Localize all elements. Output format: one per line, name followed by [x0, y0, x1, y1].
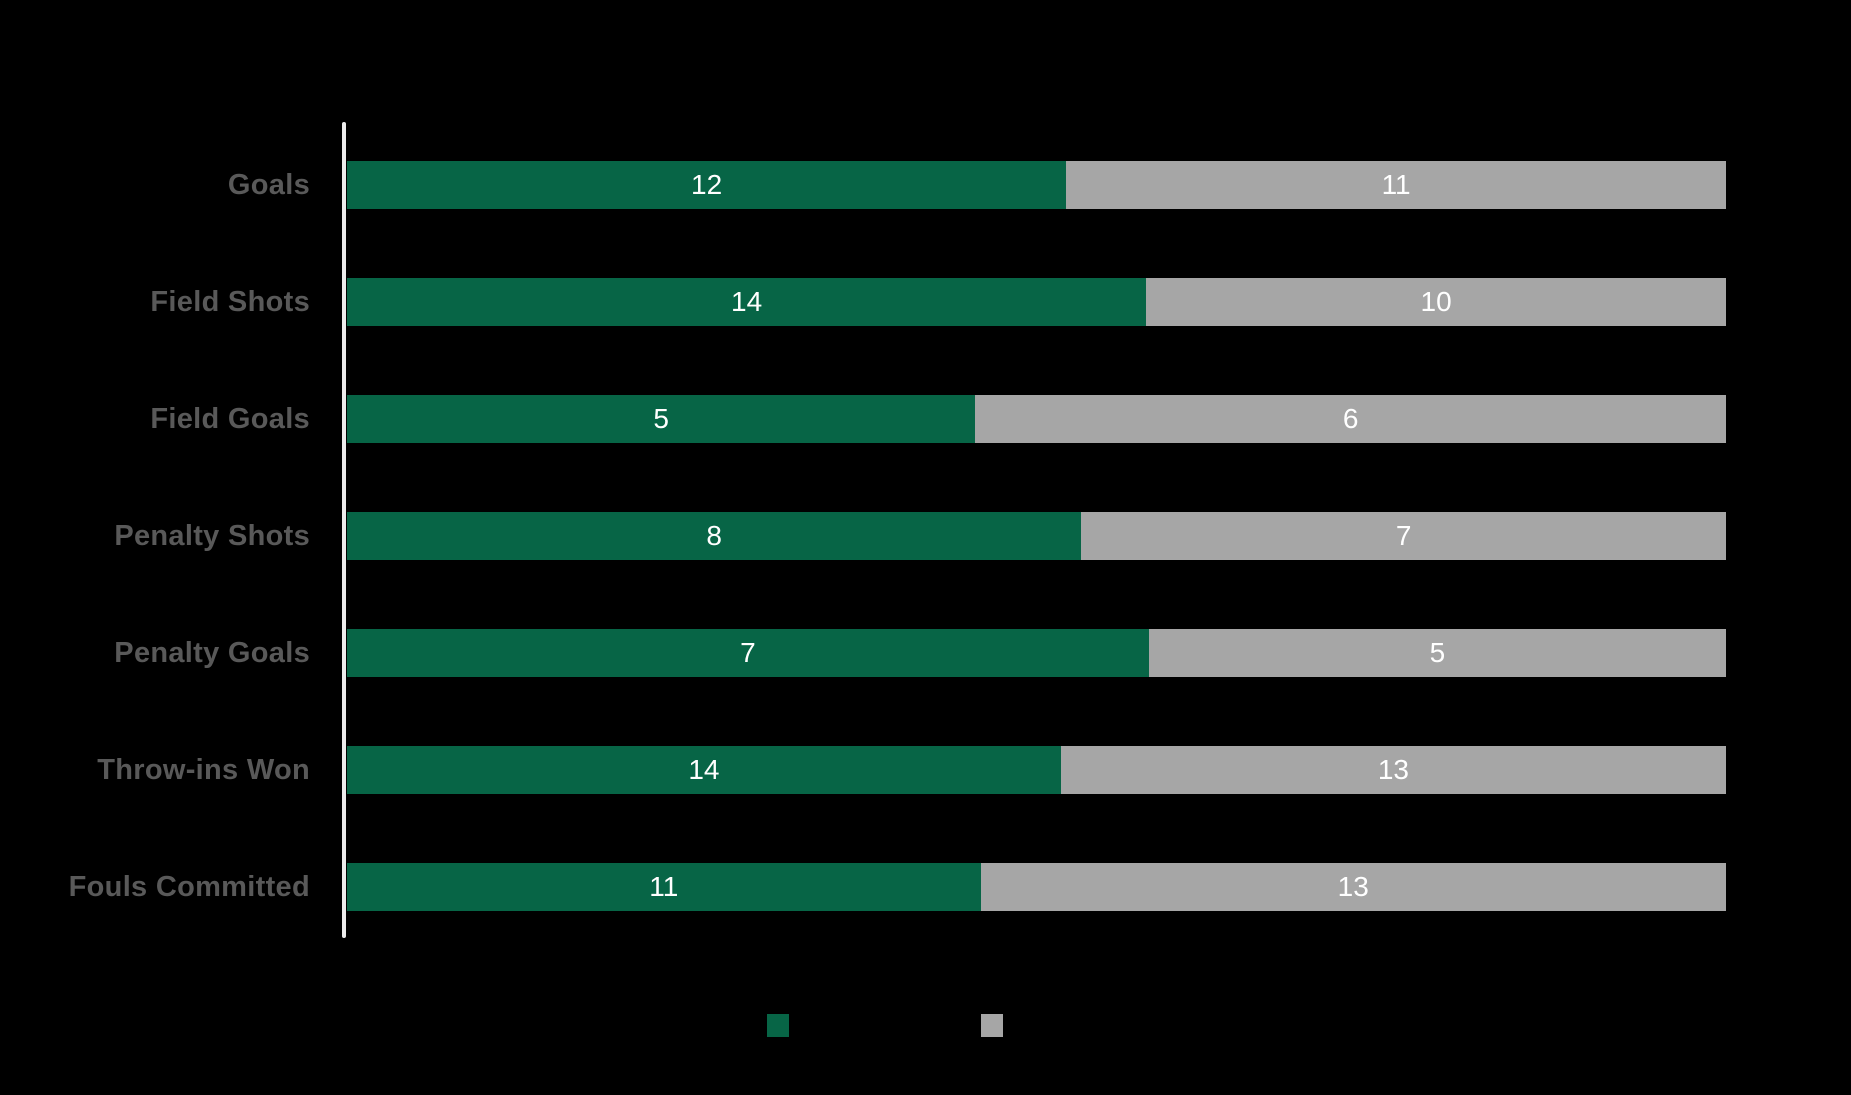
bar-value-gray: 13: [1377, 754, 1410, 785]
bar-row: Penalty Shots 8 7: [0, 512, 1851, 560]
bar-row: Fouls Committed 11 13: [0, 863, 1851, 911]
bar-segment-green[interactable]: 14: [347, 746, 1061, 794]
bar-value-gray: 10: [1420, 286, 1452, 317]
category-label: Throw-ins Won: [97, 753, 310, 786]
bar-value-gray: 5: [1429, 637, 1446, 668]
bar-segment-green[interactable]: 14: [347, 278, 1147, 326]
category-label: Penalty Shots: [114, 519, 310, 552]
bar-value-gray: 7: [1395, 520, 1412, 551]
category-label: Goals: [227, 168, 310, 201]
stacked-bar: 7 5: [347, 629, 1727, 677]
bar-value-gray: 6: [1342, 403, 1359, 434]
bar-segment-green[interactable]: 7: [347, 629, 1149, 677]
bar-row: Field Goals 5 6: [0, 395, 1851, 443]
bar-value-green: 14: [731, 286, 763, 317]
bar-segment-gray[interactable]: 6: [975, 395, 1726, 443]
bar-segment-gray[interactable]: 7: [1081, 512, 1726, 560]
bar-value-green: 7: [740, 637, 756, 668]
bar-segment-gray[interactable]: 11: [1066, 161, 1726, 209]
bar-value-gray: 11: [1381, 169, 1411, 200]
bar-segment-gray[interactable]: 13: [980, 863, 1726, 911]
bar-row: Field Shots 14 10: [0, 278, 1851, 326]
bar-value-gray: 13: [1337, 871, 1369, 902]
legend-swatch-gray[interactable]: [981, 1014, 1003, 1037]
stacked-bar: 12 11: [347, 161, 1726, 209]
bar-row: Goals 12 11: [0, 161, 1851, 209]
stacked-bar: 8 7: [347, 512, 1726, 560]
category-label: Field Goals: [150, 402, 310, 435]
bar-value-green: 5: [653, 403, 669, 434]
stacked-bar: 14 10: [347, 278, 1726, 326]
stacked-bar: 14 13: [347, 746, 1726, 794]
stacked-bar: 11 13: [347, 863, 1726, 911]
stacked-bar: 5 6: [347, 395, 1726, 443]
bar-value-green: 11: [649, 871, 679, 902]
bar-rows: Goals 12 11 Field Shots 14 10 Field Goal…: [0, 161, 1851, 980]
bar-segment-green[interactable]: 5: [347, 395, 976, 443]
bar-segment-green[interactable]: 8: [347, 512, 1082, 560]
category-label: Fouls Committed: [68, 870, 310, 903]
bar-row: Penalty Goals 7 5: [0, 629, 1851, 677]
bar-segment-gray[interactable]: 10: [1146, 278, 1726, 326]
bar-segment-gray[interactable]: 13: [1060, 746, 1726, 794]
category-label: Field Shots: [150, 285, 310, 318]
bar-segment-green[interactable]: 12: [347, 161, 1067, 209]
bar-row: Throw-ins Won 14 13: [0, 746, 1851, 794]
bar-segment-gray[interactable]: 5: [1148, 629, 1727, 677]
legend-swatch-green[interactable]: [767, 1014, 789, 1037]
bar-value-green: 12: [691, 169, 723, 200]
bar-segment-green[interactable]: 11: [347, 863, 981, 911]
category-label: Penalty Goals: [114, 636, 310, 669]
bar-value-green: 14: [688, 754, 720, 785]
y-axis-line: [342, 122, 346, 938]
bar-value-green: 8: [706, 520, 722, 551]
